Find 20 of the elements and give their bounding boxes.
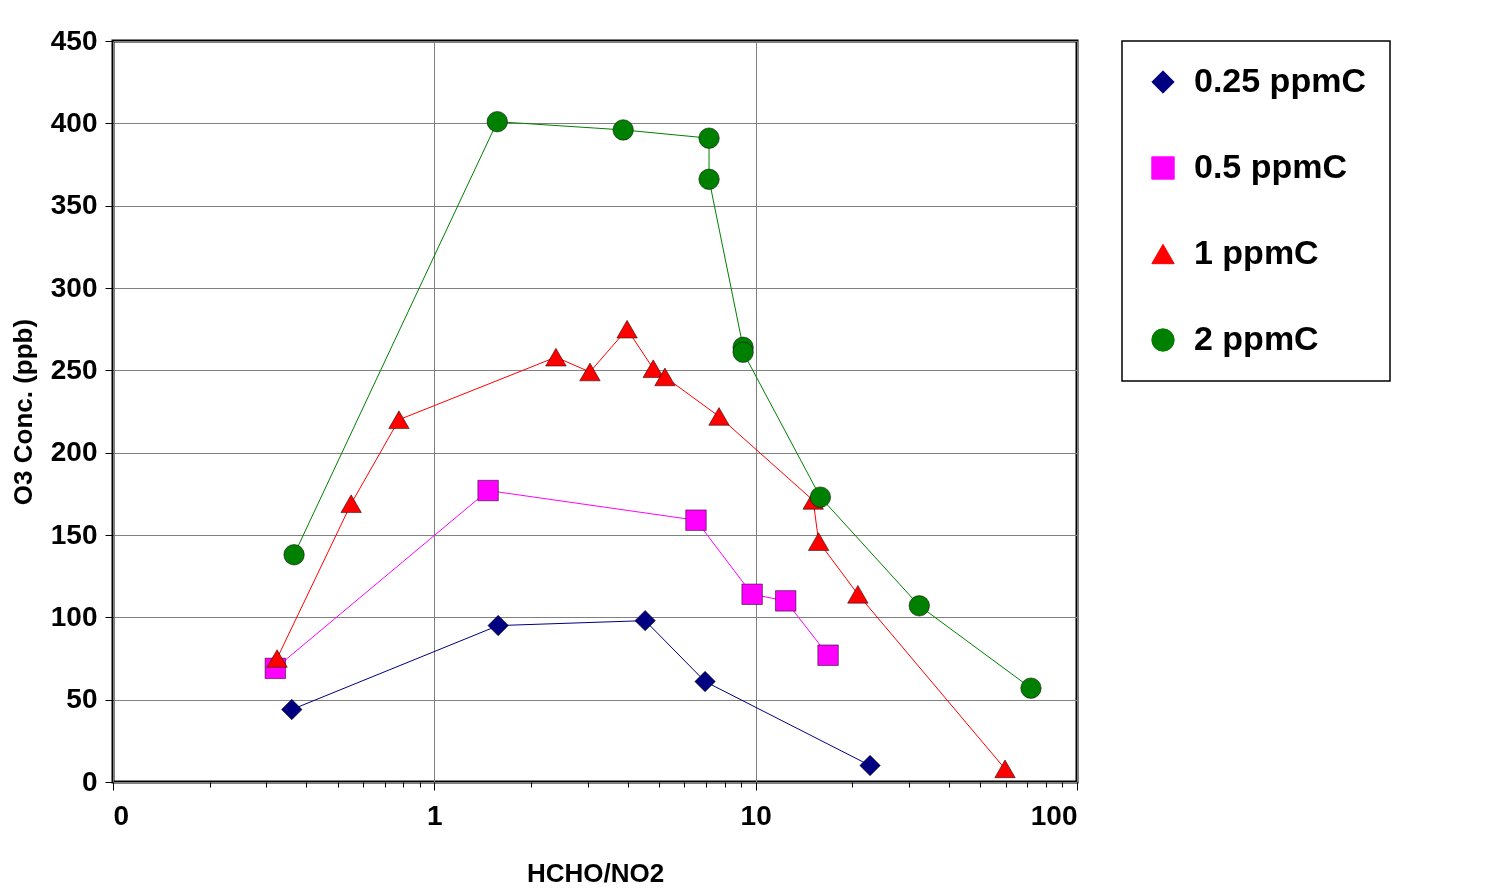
legend-label: 0.5 ppmC (1194, 147, 1348, 185)
x-tick-label: 1 (427, 799, 443, 831)
y-tick-label: 0 (81, 765, 98, 797)
y-tick-label: 450 (50, 24, 98, 56)
x-axis-title: HCHO/NO2 (526, 857, 665, 888)
y-tick-label: 150 (50, 518, 98, 550)
y-tick-label: 400 (50, 106, 98, 138)
y-tick-label: 300 (50, 271, 98, 303)
y-tick-label: 50 (66, 683, 98, 715)
legend-label: 2 ppmC (1194, 319, 1319, 357)
x-tick-label: 0 (113, 799, 130, 831)
y-axis-title: O3 Conc. (ppb) (7, 318, 38, 506)
y-tick-label: 250 (50, 353, 98, 385)
x-tick-label: 100 (1030, 799, 1078, 831)
y-tick-label: 350 (50, 189, 98, 221)
y-tick-label: 100 (50, 600, 98, 632)
legend-label: 1 ppmC (1194, 233, 1319, 271)
x-tick-label: 10 (740, 799, 772, 831)
legend-label: 0.25 ppmC (1194, 61, 1366, 99)
y-tick-label: 200 (50, 436, 98, 468)
